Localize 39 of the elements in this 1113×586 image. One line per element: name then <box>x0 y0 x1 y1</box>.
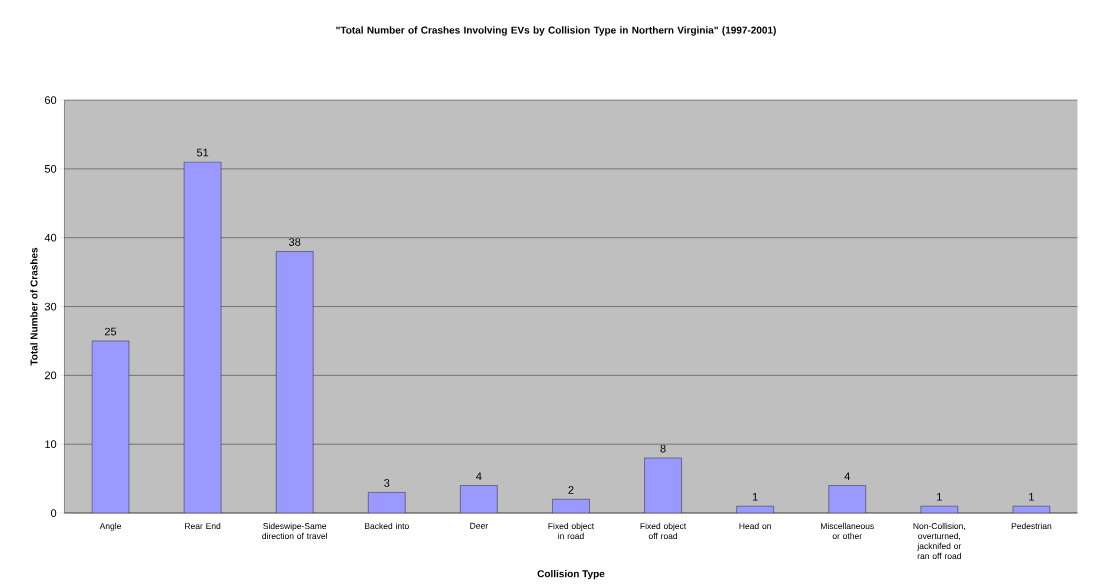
data-label: 38 <box>289 238 301 246</box>
data-label: 4 <box>844 472 850 480</box>
data-label: 4 <box>476 472 482 480</box>
bar <box>828 485 866 514</box>
x-tick-label: Sideswipe-Same direction of travel <box>262 522 327 540</box>
y-tick-label: 40 <box>44 233 57 242</box>
x-tick-label: Fixed object off road <box>640 522 687 540</box>
data-label: 3 <box>384 479 390 487</box>
data-label: 2 <box>568 486 574 494</box>
y-tick-label: 30 <box>44 302 57 311</box>
data-label: 1 <box>937 493 942 501</box>
bar <box>460 485 498 514</box>
bar <box>275 251 314 514</box>
data-label: 8 <box>660 444 666 453</box>
y-tick-label: 0 <box>50 509 57 517</box>
bar <box>183 161 222 514</box>
x-tick-label: Deer <box>470 522 488 529</box>
chart-title: "Total Number of Crashes Involving EVs by Collision Type in Northern Virginia" (1997-2001) <box>336 26 776 36</box>
bar <box>368 492 406 514</box>
x-tick-label: Angle <box>99 522 121 531</box>
y-tick-label: 50 <box>44 164 57 173</box>
bar <box>644 457 682 514</box>
x-tick-label: Backed into <box>365 522 409 530</box>
x-tick-label: Fixed object in road <box>548 522 595 540</box>
x-tick-label: Non-Collision, overturned, jacknifed or ran off road <box>913 522 966 560</box>
y-tick-label: 20 <box>44 371 57 380</box>
data-label: 1 <box>1029 493 1034 501</box>
x-tick-label: Pedestrian <box>1011 522 1052 530</box>
y-axis-title: Total Number of Crashes <box>30 247 38 366</box>
y-tick-label: 60 <box>44 96 57 104</box>
data-label: 1 <box>752 493 758 501</box>
bar <box>91 340 130 514</box>
data-label: 25 <box>104 327 117 336</box>
data-label: 51 <box>196 148 209 157</box>
x-tick-label: Head on <box>739 522 771 530</box>
x-axis-title: Collision Type <box>537 569 605 580</box>
x-tick-label: Miscellaneous or other <box>821 522 874 540</box>
x-tick-label: Rear End <box>185 522 221 530</box>
y-tick-label: 10 <box>45 440 57 449</box>
